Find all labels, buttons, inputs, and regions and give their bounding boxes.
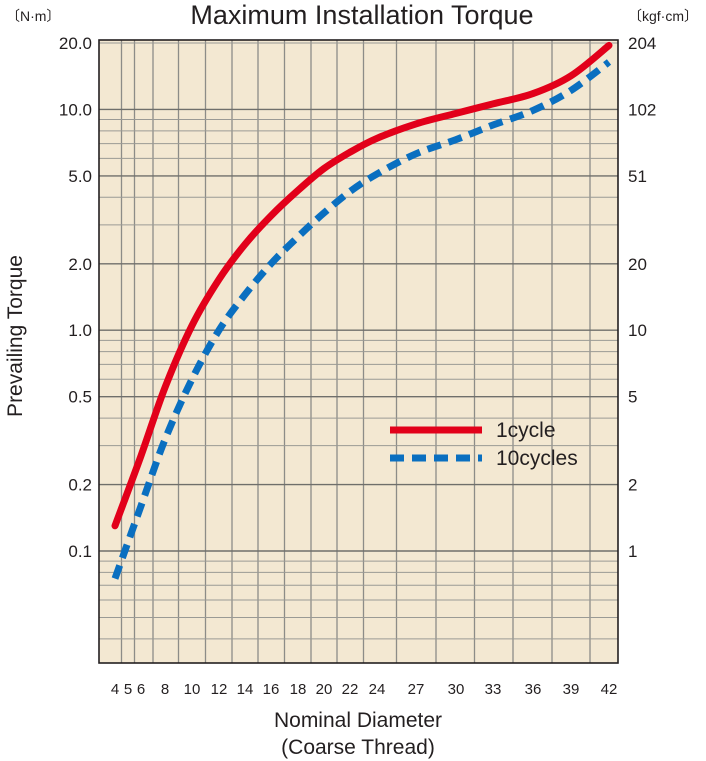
- series-line-1cycle: [111, 41, 613, 530]
- x-tick-label: 18: [290, 681, 307, 698]
- plot-frame: [98, 39, 619, 664]
- y-tick-label-left: 0.2: [68, 476, 92, 495]
- legend-label-1cycle: 1cycle: [496, 419, 556, 442]
- legend: 1cycle 10cycles: [390, 419, 578, 470]
- x-tick-label: 6: [137, 681, 145, 698]
- y-tick-label-left: 10.0: [59, 100, 92, 119]
- x-tick-label: 30: [448, 681, 465, 698]
- x-tick-label: 8: [161, 681, 169, 698]
- left-y-tick-labels: 20.0 10.0 5.0 2.0 1.0 0.5 0.2 0.1: [59, 34, 92, 561]
- x-axis-label-line2: (Coarse Thread): [281, 736, 435, 759]
- x-tick-label: 20: [316, 681, 333, 698]
- x-tick-label: 14: [237, 681, 254, 698]
- x-tick-label: 5: [124, 681, 132, 698]
- x-tick-label: 22: [342, 681, 359, 698]
- series-line-10cycles: [111, 59, 612, 580]
- y-tick-label-right: 1: [628, 542, 637, 561]
- y-tick-label-left: 20.0: [59, 34, 92, 53]
- x-tick-label: 36: [525, 681, 542, 698]
- x-tick-label: 24: [369, 681, 386, 698]
- y-tick-label-left: 0.5: [68, 388, 92, 407]
- y-tick-label-right: 2: [628, 476, 637, 495]
- y-tick-label-left: 5.0: [68, 167, 92, 186]
- y-tick-label-right: 5: [628, 388, 637, 407]
- y-tick-label-right: 102: [628, 100, 656, 119]
- x-tick-label: 4: [111, 681, 119, 698]
- y-tick-label-right: 10: [628, 321, 647, 340]
- x-tick-labels: 4 5 6 8 10 12 14 16 18 20 22 24 27 30 33 36 39 42: [111, 681, 618, 698]
- x-tick-label: 12: [211, 681, 228, 698]
- y-tick-label-right: 204: [628, 34, 656, 53]
- y-tick-label-right: 51: [628, 167, 647, 186]
- y-tick-label-left: 1.0: [68, 321, 92, 340]
- chart-title: Maximum Installation Torque: [190, 0, 533, 30]
- x-tick-label: 16: [263, 681, 280, 698]
- x-tick-label: 33: [485, 681, 502, 698]
- series-layer: [111, 41, 613, 580]
- y-tick-label-left: 2.0: [68, 255, 92, 274]
- y-tick-label-right: 20: [628, 255, 647, 274]
- x-tick-label: 27: [408, 681, 425, 698]
- x-axis-label-line1: Nominal Diameter: [274, 709, 442, 732]
- x-tick-label: 42: [601, 681, 618, 698]
- y-tick-label-left: 0.1: [68, 542, 92, 561]
- legend-label-10cycles: 10cycles: [496, 447, 578, 470]
- x-tick-label: 10: [184, 681, 201, 698]
- y-axis-label: Prevailing Torque: [4, 255, 27, 417]
- right-unit-label: 〔kgf·cm〕: [628, 8, 698, 24]
- left-unit-label: 〔N·m〕: [6, 8, 60, 24]
- x-tick-label: 39: [563, 681, 580, 698]
- right-y-tick-labels: 204 102 51 20 10 5 2 1: [628, 34, 656, 561]
